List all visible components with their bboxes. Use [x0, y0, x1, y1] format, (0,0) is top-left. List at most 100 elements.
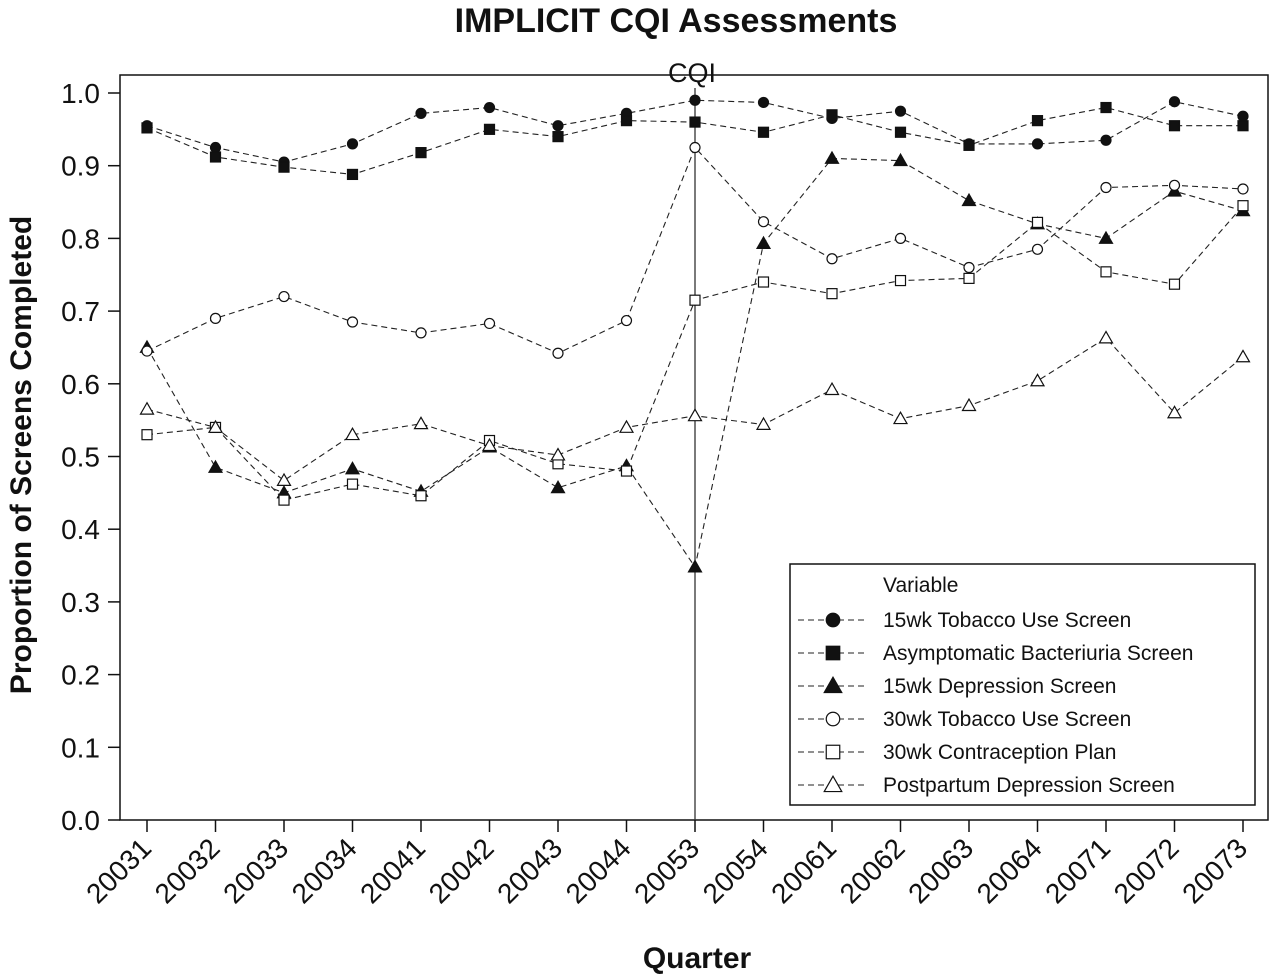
series-2 [141, 101, 1249, 181]
data-point-6-9 [687, 408, 703, 422]
data-point-4-13 [963, 261, 975, 274]
data-point-2-9 [689, 116, 701, 128]
data-point-2-12 [894, 126, 907, 138]
data-point-6-8 [618, 419, 635, 433]
cqi-reference: CQI [668, 58, 716, 820]
data-point-5-17 [1237, 200, 1249, 212]
legend-label: 15wk Depression Screen [883, 675, 1116, 698]
data-point-5-5 [415, 490, 427, 502]
data-point-3-11 [824, 150, 840, 164]
x-tick-label: 20053 [628, 832, 705, 909]
x-tick-label: 20032 [149, 832, 226, 909]
series-6 [139, 330, 1251, 486]
data-point-1-5 [415, 107, 427, 119]
data-point-5-11 [826, 288, 838, 300]
x-tick-label: 20064 [971, 832, 1048, 909]
legend-marker [825, 612, 841, 628]
data-point-1-9 [689, 94, 701, 106]
data-point-3-15 [1098, 230, 1114, 244]
data-point-3-2 [207, 459, 224, 473]
series-layer [139, 94, 1251, 573]
data-point-3-10 [755, 235, 772, 249]
legend-item: 15wk Depression Screen [798, 675, 1116, 698]
x-tick-label: 20042 [423, 832, 500, 909]
data-point-4-14 [1031, 243, 1044, 255]
y-tick-label: 0.7 [61, 296, 100, 327]
data-point-2-1 [141, 122, 153, 134]
data-point-3-7 [550, 480, 566, 494]
data-point-1-7 [552, 120, 564, 132]
data-point-1-16 [1168, 96, 1181, 108]
data-point-5-8 [620, 465, 633, 477]
data-point-2-3 [278, 161, 290, 173]
data-point-6-2 [207, 419, 224, 433]
data-point-1-14 [1031, 138, 1044, 150]
data-point-5-1 [141, 429, 153, 441]
y-axis-label: Proportion of Screens Completed [5, 216, 38, 694]
data-point-2-17 [1237, 120, 1249, 132]
legend-label: 30wk Tobacco Use Screen [883, 708, 1131, 731]
data-point-6-7 [550, 447, 566, 461]
data-point-2-13 [963, 139, 975, 151]
data-point-2-4 [346, 168, 359, 181]
x-axis: 2003120032200332003420041200422004320044… [80, 820, 1253, 909]
x-tick-label: 20044 [560, 832, 637, 909]
data-point-3-4 [344, 461, 361, 475]
data-point-1-6 [483, 101, 496, 114]
data-point-4-15 [1100, 181, 1112, 194]
data-point-1-15 [1100, 134, 1112, 146]
legend-marker [825, 711, 841, 727]
data-point-2-6 [483, 123, 496, 135]
y-tick-label: 0.1 [61, 732, 100, 763]
y-tick-label: 0.8 [61, 223, 100, 254]
y-tick-label: 0.4 [61, 514, 100, 545]
data-point-5-16 [1168, 278, 1181, 290]
x-tick-label: 20033 [217, 832, 294, 909]
data-point-2-5 [415, 147, 427, 159]
data-point-4-2 [209, 312, 222, 324]
y-axis: 0.0 0.1 0.2 0.3 0.4 0.5 0.6 0.7 0.8 0.9 1.0 [61, 78, 120, 836]
x-tick-label: 20043 [491, 832, 568, 909]
data-point-2-7 [552, 131, 564, 143]
data-point-4-17 [1237, 183, 1249, 195]
data-point-6-11 [824, 381, 840, 396]
x-tick-label: 20062 [834, 832, 911, 909]
data-point-4-16 [1168, 179, 1181, 191]
data-point-1-4 [346, 138, 359, 150]
data-point-2-2 [209, 151, 222, 163]
data-point-6-6 [481, 437, 498, 452]
x-tick-label: 20054 [697, 832, 774, 909]
data-point-6-5 [413, 416, 429, 430]
legend-label: 30wk Contraception Plan [883, 741, 1116, 764]
data-point-6-4 [344, 426, 361, 441]
y-tick-label: 0.2 [61, 660, 100, 691]
legend-box [789, 563, 1256, 806]
data-point-1-17 [1237, 110, 1249, 122]
data-point-2-16 [1168, 120, 1181, 132]
x-tick-label: 20073 [1176, 832, 1253, 909]
y-tick-label: 0.6 [61, 369, 100, 400]
data-point-6-13 [961, 397, 977, 412]
series-4 [141, 141, 1249, 359]
y-tick-label: 1.0 [61, 78, 100, 109]
data-point-6-12 [892, 410, 909, 425]
legend-label: Postpartum Depression Screen [883, 774, 1175, 797]
legend-label: Asymptomatic Bacteriuria Screen [883, 642, 1193, 665]
data-point-2-8 [620, 115, 633, 127]
data-point-5-13 [963, 272, 975, 284]
cqi-label: CQI [668, 58, 716, 88]
legend-item: 15wk Tobacco Use Screen [798, 609, 1131, 632]
x-tick-label: 20061 [765, 832, 842, 909]
chart-title: IMPLICIT CQI Assessments [455, 2, 898, 40]
x-axis-label: Quarter [643, 942, 752, 974]
data-point-6-17 [1235, 349, 1251, 363]
legend-item: Postpartum Depression Screen [798, 774, 1175, 797]
data-point-4-6 [483, 317, 496, 330]
y-tick-label: 0.5 [61, 442, 100, 473]
data-point-6-1 [139, 401, 155, 415]
data-point-1-2 [209, 141, 222, 154]
data-point-6-10 [755, 416, 772, 430]
x-tick-label: 20063 [902, 832, 979, 909]
data-point-4-9 [689, 141, 701, 154]
data-point-1-12 [894, 105, 907, 117]
